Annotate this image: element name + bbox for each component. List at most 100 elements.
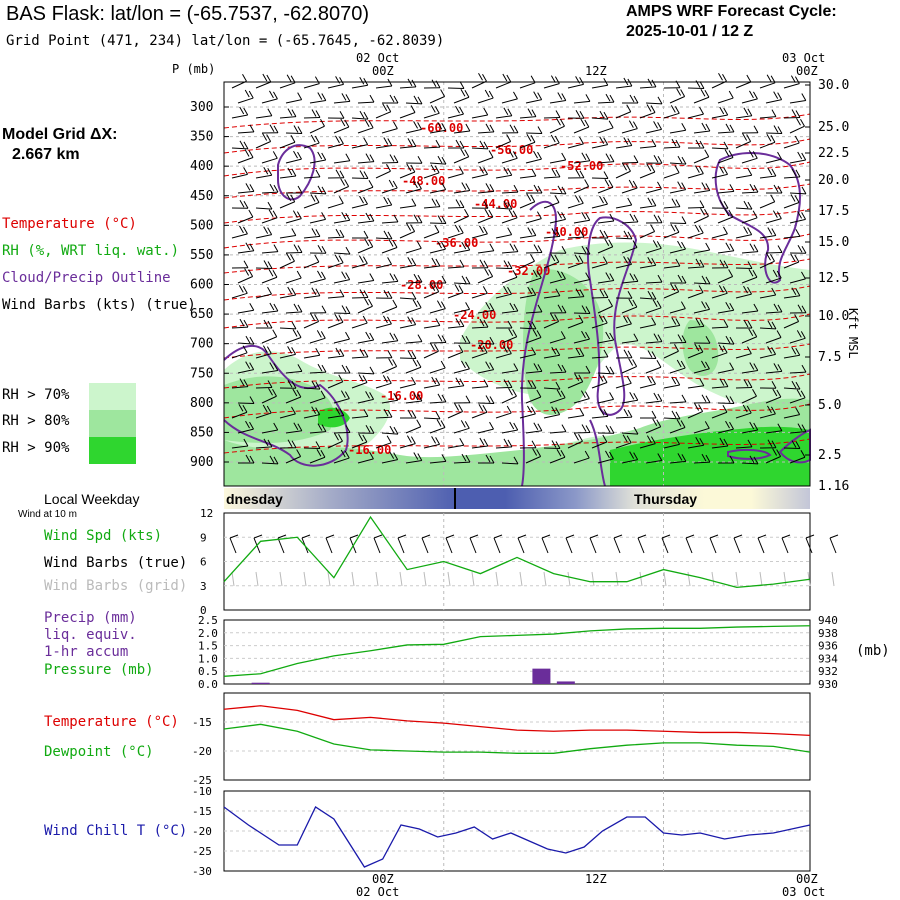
wind-barb-staff: [591, 441, 608, 449]
wind-barb-staff: [237, 402, 255, 405]
surface-wind-barb-feather: [805, 534, 815, 539]
wind-barb: [501, 91, 518, 104]
wind-barb-feather: [407, 316, 413, 324]
wind-barb-feather: [507, 286, 512, 295]
wind-barb-feather: [341, 364, 347, 373]
wind-barb-feather: [431, 376, 437, 385]
wind-barb-feather: [729, 362, 735, 370]
wind-barb-feather: [315, 441, 321, 449]
wind-barb-staff: [639, 443, 656, 449]
wind-barb-feather: [435, 437, 441, 445]
wind-barb: [381, 299, 398, 314]
wind-barb: [663, 224, 680, 239]
wind-barb-feather: [537, 423, 543, 432]
wind-barb: [765, 330, 782, 344]
wind-barb-feather: [777, 304, 783, 313]
wind-barb-staff: [519, 294, 536, 299]
wind-barb-feather: [262, 345, 268, 353]
wind-barb-staff: [495, 207, 512, 210]
wind-barb-feather: [795, 169, 801, 178]
wind-barb-staff: [597, 339, 614, 344]
precip-tick-label: 2.5: [198, 614, 218, 627]
wind-barb-feather: [531, 406, 536, 415]
wind-barb: [453, 453, 471, 464]
wind-barb: [375, 230, 393, 240]
wind-barb: [285, 303, 303, 314]
wind-barb-feather: [441, 216, 447, 224]
wind-barb-staff: [591, 177, 609, 180]
wind-barb-feather: [267, 286, 272, 295]
wind-barb-feather: [340, 390, 346, 398]
wind-barb-feather: [335, 228, 341, 237]
wind-barb-feather: [797, 151, 803, 160]
wind-barb: [735, 404, 752, 419]
wind-barb: [693, 242, 711, 254]
wind-barb-feather: [585, 306, 591, 314]
wind-barb-staff: [471, 445, 488, 449]
wind-barb: [261, 244, 279, 254]
wind-barb-staff: [615, 85, 632, 89]
wind-barb-staff: [765, 430, 782, 434]
wind-barb-feather: [244, 89, 250, 98]
wind-barb-feather: [383, 196, 389, 205]
wind-barb-staff: [303, 142, 320, 149]
wind-barb-feather: [363, 230, 369, 239]
wind-barb-feather: [777, 185, 783, 194]
wind-barb-feather: [622, 162, 627, 171]
wind-barb-feather: [676, 419, 682, 427]
wind-barb: [255, 438, 273, 449]
wind-barb-staff: [357, 305, 373, 314]
wind-barb-feather: [363, 196, 368, 205]
wind-barb-staff: [693, 249, 710, 254]
wind-barb-feather: [321, 424, 327, 432]
wind-barb-staff: [621, 128, 638, 134]
wind-barb-feather: [272, 388, 277, 397]
surface-wind-barb-feather: [685, 534, 695, 539]
wind-barb-staff: [327, 296, 344, 299]
wind-barb-staff: [255, 141, 271, 149]
pressure-tick-label: 932: [818, 665, 838, 678]
legend-cloud-outline: Cloud/Precip Outline: [2, 270, 171, 286]
wind-barb-staff: [741, 191, 759, 194]
wind-barb-staff: [477, 402, 495, 405]
wind-barb-feather: [527, 320, 533, 329]
weekday-bar: [224, 488, 810, 509]
wind-barb: [639, 163, 656, 179]
wind-barb: [333, 271, 351, 284]
wind-barb-staff: [501, 191, 519, 194]
wind-barb-staff: [303, 447, 321, 450]
wind-barb-staff: [375, 442, 392, 449]
wind-barb-feather: [632, 299, 638, 308]
wind-barb-feather: [503, 166, 509, 175]
wind-barb-staff: [615, 442, 632, 449]
wind-barb: [352, 230, 369, 239]
wind-barb-feather: [387, 291, 393, 299]
wind-barb-feather: [675, 411, 681, 420]
wind-barb-staff: [741, 157, 758, 164]
wind-barb: [525, 91, 543, 104]
wind-barb-feather: [777, 92, 783, 100]
wind-barb-staff: [759, 201, 775, 209]
rh-shade-region: [610, 426, 810, 486]
wind-barb: [351, 289, 369, 299]
wind-barb-feather: [248, 269, 254, 277]
wind-barb: [237, 396, 255, 405]
wind-barb-feather: [766, 74, 772, 83]
wind-barb-feather: [317, 92, 323, 100]
wind-barb-feather: [599, 408, 605, 416]
wind-barb-feather: [263, 166, 269, 175]
wind-barb-staff: [765, 132, 783, 135]
wind-barb: [453, 275, 471, 285]
wind-barb: [789, 389, 806, 404]
wind-barb: [279, 252, 295, 269]
wind-barb-staff: [621, 432, 638, 435]
wind-barb: [429, 89, 446, 104]
wind-barb-feather: [771, 321, 777, 330]
wind-barb-feather: [609, 213, 615, 222]
wind-barb-feather: [287, 380, 293, 388]
wind-barb-feather: [653, 121, 659, 129]
wind-barb-staff: [783, 176, 800, 179]
wind-barb-staff: [735, 81, 752, 89]
wind-barb-feather: [485, 183, 491, 191]
wind-barb-feather: [358, 433, 364, 442]
